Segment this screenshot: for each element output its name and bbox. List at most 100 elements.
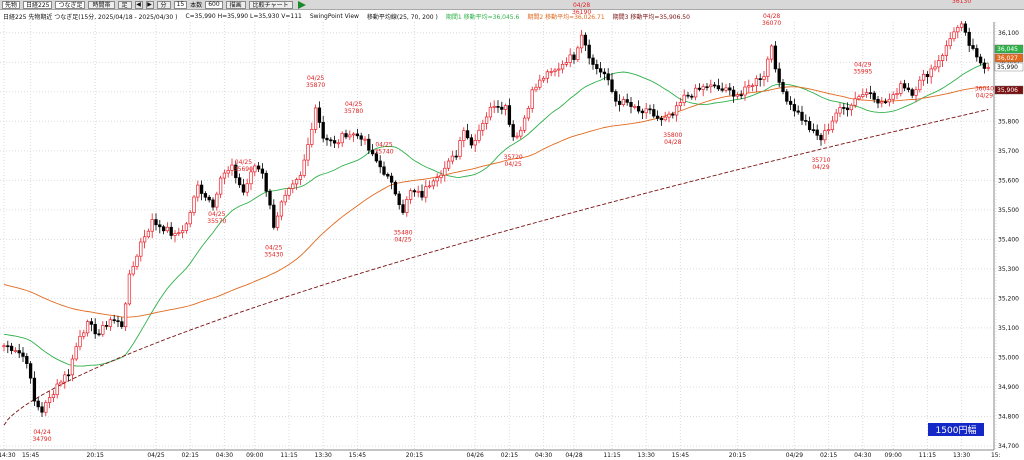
up-candle xyxy=(351,132,356,142)
up-candle xyxy=(424,180,428,203)
count-input[interactable]: 600 xyxy=(205,0,223,9)
down-candle xyxy=(329,137,333,147)
candle-body xyxy=(652,109,656,117)
candle-body xyxy=(63,374,67,383)
down-candle xyxy=(591,54,595,70)
prev-icon[interactable]: ◀ xyxy=(134,0,143,9)
annotation-line2: 04/28 xyxy=(664,139,681,146)
candle-body xyxy=(234,164,238,179)
up-candle xyxy=(302,154,306,178)
x-tick-label: 02:15 xyxy=(820,452,837,459)
minutes-input[interactable]: 15 xyxy=(173,0,188,9)
candle-body xyxy=(788,100,793,105)
annotation-line1: 04/25 xyxy=(265,244,282,251)
down-candle xyxy=(9,342,14,355)
next-icon[interactable]: ▶ xyxy=(145,0,154,9)
down-candle xyxy=(614,89,618,107)
down-candle xyxy=(815,124,819,140)
draw-button[interactable]: 描画 xyxy=(225,0,246,9)
minute-button[interactable]: 分 xyxy=(156,0,171,9)
candle-body xyxy=(587,44,591,59)
candle-body xyxy=(435,177,439,182)
candle-body xyxy=(142,236,147,243)
candle-body xyxy=(735,94,740,97)
candle-body xyxy=(97,333,101,336)
x-tick-label: 4 14:30 xyxy=(0,452,16,459)
y-tick-label: 34,800 xyxy=(998,413,1019,420)
foot-button[interactable]: 足 xyxy=(117,0,132,9)
price-flag-box xyxy=(994,44,1024,54)
kind-select[interactable]: つなぎ足 xyxy=(55,0,86,9)
candle-body xyxy=(530,89,534,109)
up-candle xyxy=(880,97,884,108)
candle-body xyxy=(678,102,683,107)
down-candle xyxy=(370,143,375,157)
y-tick-label: 35,000 xyxy=(998,354,1019,361)
up-candle xyxy=(446,158,451,171)
candle-body xyxy=(150,219,154,232)
up-candle xyxy=(488,102,493,121)
down-candle xyxy=(237,173,242,188)
candle-body xyxy=(830,120,835,131)
up-candle xyxy=(914,86,918,103)
candle-body xyxy=(534,86,538,91)
down-candle xyxy=(773,41,778,73)
annotation-line2: 35780 xyxy=(344,108,363,115)
down-candle xyxy=(845,102,850,117)
candle-body xyxy=(709,84,713,88)
up-candle xyxy=(576,45,580,63)
down-candle xyxy=(883,98,888,104)
x-tick-label: 11:15 xyxy=(603,452,620,459)
up-candle xyxy=(249,167,253,191)
x-tick-label: 13:30 xyxy=(953,452,970,459)
candle-body xyxy=(427,185,432,188)
annotation-line2: 36070 xyxy=(762,20,781,27)
up-candle xyxy=(291,179,295,194)
up-candle xyxy=(553,67,557,77)
candle-body xyxy=(712,84,717,87)
up-candle xyxy=(180,225,185,239)
annotation-line1: 35480 xyxy=(393,230,412,237)
candle-body xyxy=(720,88,724,91)
candle-body xyxy=(963,23,968,33)
up-candle xyxy=(196,180,200,202)
candle-body xyxy=(367,138,371,151)
candle-body xyxy=(823,130,827,141)
candle-body xyxy=(743,86,747,96)
down-candle xyxy=(587,39,591,65)
up-candle xyxy=(564,57,569,67)
compare-chart-button[interactable]: 比較チャート xyxy=(248,0,293,9)
candle-body xyxy=(306,144,310,161)
down-candle xyxy=(978,53,983,66)
candle-body xyxy=(17,350,21,354)
down-candle xyxy=(317,101,322,128)
down-candle xyxy=(17,343,21,359)
down-candle xyxy=(104,321,109,330)
go-arrow-icon[interactable] xyxy=(297,0,306,9)
candle-body xyxy=(123,303,128,328)
up-candle xyxy=(177,227,181,237)
down-candle xyxy=(819,133,823,146)
up-candle xyxy=(503,103,508,116)
up-candle xyxy=(838,103,842,118)
index-select[interactable]: 日経225 xyxy=(23,0,53,9)
down-candle xyxy=(321,116,325,143)
up-candle xyxy=(515,132,519,140)
y-tick-label: 35,700 xyxy=(998,148,1019,155)
up-candle xyxy=(918,76,922,93)
candle-body xyxy=(815,129,819,136)
candle-body xyxy=(28,363,33,379)
timeframe-button[interactable]: 時間帯 xyxy=(88,0,115,9)
x-tick-label: 15:45 xyxy=(349,452,366,459)
info-bar: 日経225 先物期近 つなぎ足(15分, 2025/04/18 - 2025/0… xyxy=(0,11,1024,21)
candle-body xyxy=(880,101,884,104)
symbol-select[interactable]: 先物 xyxy=(2,0,21,9)
candle-body xyxy=(564,62,569,65)
candle-body xyxy=(439,174,443,179)
down-candle xyxy=(374,151,379,163)
y-tick-label: 36,100 xyxy=(998,30,1019,37)
up-candle xyxy=(310,122,314,148)
down-candle xyxy=(731,86,736,103)
candle-body xyxy=(484,116,489,124)
